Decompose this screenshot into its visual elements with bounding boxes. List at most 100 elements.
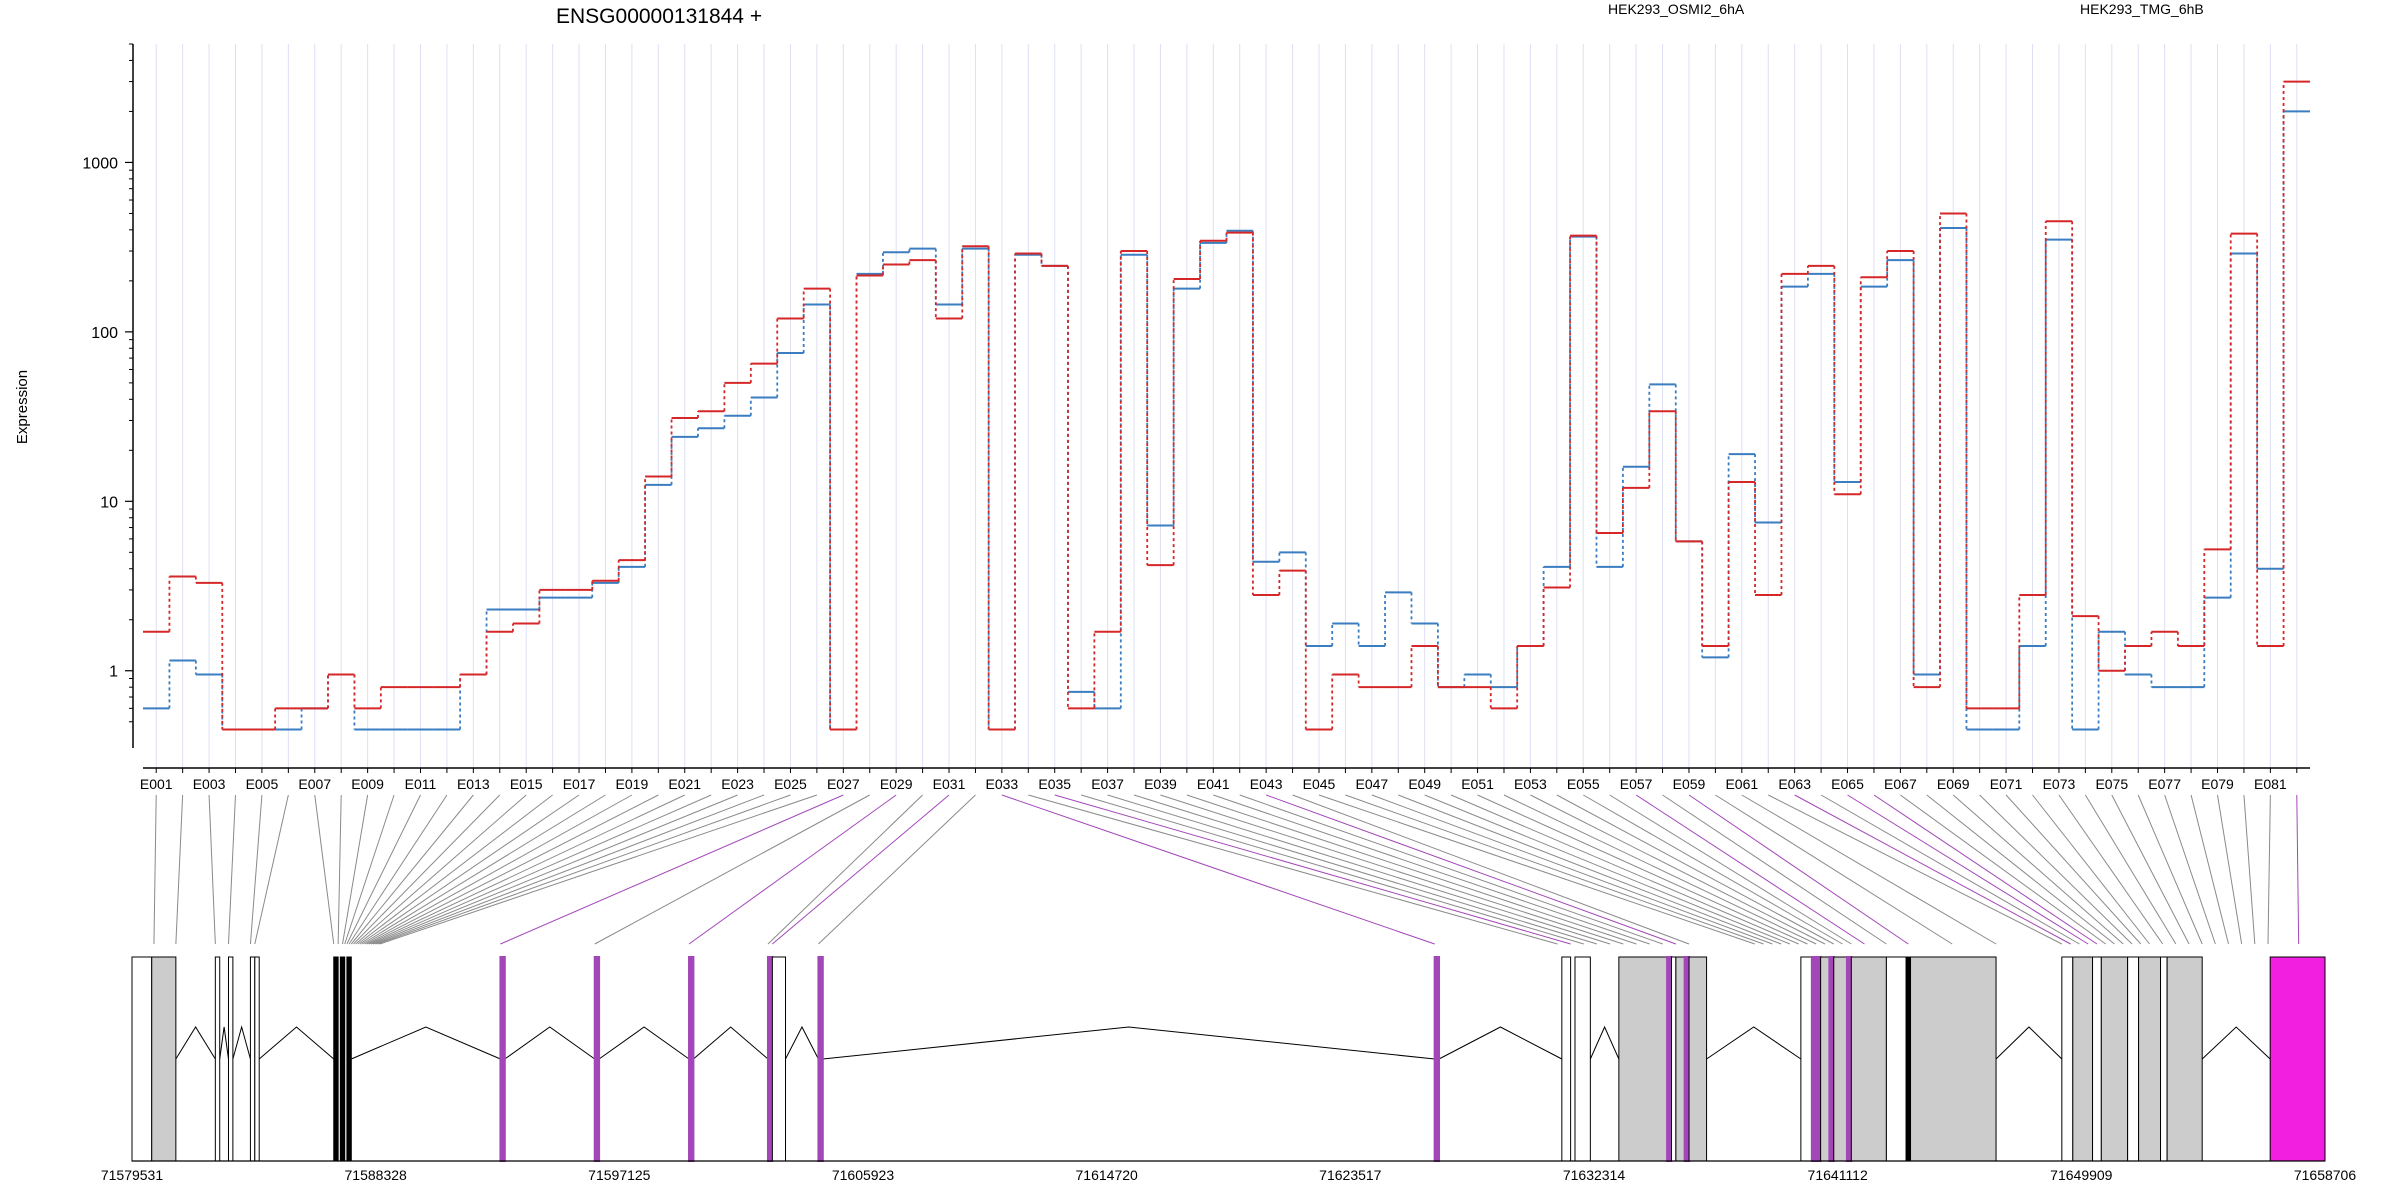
genomic-coordinate-labels: 71579531 71588328 71597125 71605923 71614720…: [101, 1167, 2357, 1183]
chart-title: ENSG00000131844 +: [556, 5, 762, 28]
exon-box: [1828, 956, 1835, 1162]
exon-connector: [342, 794, 369, 945]
exon-box: [817, 956, 824, 1162]
x-tick-label: E033: [986, 776, 1019, 792]
exon-box: [1910, 956, 1997, 1162]
exon-connector: [1530, 794, 1826, 945]
exon-connector: [2296, 794, 2300, 945]
legend-entry-series-a: HEK293_OSMI2_6hA: [1608, 1, 1745, 17]
intron-line: [1995, 1026, 2063, 1060]
exon-connector: [594, 794, 870, 945]
x-tick-label: E019: [616, 776, 649, 792]
exon-box: [1845, 956, 1853, 1162]
x-tick-label: E015: [510, 776, 543, 792]
exon-connector: [1794, 794, 2071, 945]
x-tick-label: E005: [246, 776, 279, 792]
exon-connector: [366, 794, 659, 945]
exon-box: [2138, 956, 2162, 1162]
x-tick-label: E067: [1884, 776, 1917, 792]
x-tick-label: E013: [457, 776, 490, 792]
exon-box: [1618, 956, 1668, 1162]
exon-box: [688, 956, 695, 1162]
exon-connector: [1635, 794, 1865, 945]
exon-connector: [688, 794, 897, 945]
exon-connector: [379, 794, 818, 945]
exon-box: [1688, 956, 1708, 1162]
exon-connector: [1952, 794, 2124, 945]
exon-connector: [1979, 794, 2133, 945]
x-tick-label: E041: [1197, 776, 1230, 792]
exon-connector: [2267, 794, 2271, 945]
exon-box: [214, 956, 221, 1162]
x-tick-label: E057: [1620, 776, 1653, 792]
x-tick-label: E081: [2254, 776, 2287, 792]
exon-connector: [153, 794, 157, 945]
exon-box: [333, 956, 339, 1162]
exon-box: [2269, 956, 2326, 1162]
x-tick-label: E031: [933, 776, 966, 792]
exon-box: [254, 956, 260, 1162]
x-tick-label: E021: [668, 776, 701, 792]
exon-box: [249, 956, 256, 1162]
y-tick-label: 10: [100, 494, 118, 511]
exon-box: [1833, 956, 1848, 1162]
exon-connector: [1054, 794, 1571, 945]
intron-line: [175, 1026, 216, 1060]
exon-box: [346, 956, 352, 1162]
x-tick-label: E075: [2095, 776, 2128, 792]
x-tick-label: E063: [1778, 776, 1811, 792]
exon-box: [227, 956, 234, 1162]
exon-connector: [1688, 794, 1909, 945]
exon-connector: [1001, 794, 1435, 945]
exon-box: [2061, 956, 2074, 1162]
exon-connector: [2137, 794, 2203, 945]
intron-line: [232, 1025, 251, 1060]
exon-box: [1574, 956, 1591, 1162]
exon-box: [2092, 956, 2102, 1162]
series-b: [143, 110, 2310, 731]
exon-connector: [2243, 794, 2256, 945]
x-tick-label: E025: [774, 776, 807, 792]
x-tick-label: E055: [1567, 776, 1600, 792]
exon-connector: [1847, 794, 2089, 945]
exon-connector: [767, 794, 923, 945]
exon-connector: [1345, 794, 1764, 945]
x-tick-label: E053: [1514, 776, 1547, 792]
exon-connector: [1424, 794, 1791, 945]
exon-connector: [175, 794, 184, 945]
x-tick-label: E059: [1673, 776, 1706, 792]
exon-box: [2100, 956, 2129, 1162]
exon-connector: [350, 794, 474, 945]
exon-box: [1820, 956, 1830, 1162]
exon-connector: [772, 794, 950, 945]
intron-line: [822, 1026, 1435, 1060]
exon-connector: [1715, 794, 1953, 945]
coordinate-label: 71641112: [1808, 1167, 1868, 1183]
x-tick-label: E011: [405, 776, 437, 792]
exon-connector: [357, 794, 553, 945]
intron-line: [504, 1026, 596, 1060]
exon-connector: [1292, 794, 1690, 945]
exon-connector: [346, 794, 421, 945]
x-tick-label: E001: [140, 776, 173, 792]
exon-box: [2127, 956, 2140, 1162]
intron-line: [1706, 1026, 1802, 1060]
exon-connector: [2111, 794, 2190, 945]
exon-connector: [1503, 794, 1817, 945]
exon-connector: [1028, 794, 1558, 945]
exon-connector: [249, 794, 263, 945]
x-tick-label: E047: [1355, 776, 1388, 792]
x-tick-label: E017: [563, 776, 596, 792]
exon-connector: [375, 794, 765, 945]
exon-connector: [1398, 794, 1782, 945]
x-tick-label: E043: [1250, 776, 1283, 792]
exon-connector: [1556, 794, 1835, 945]
exon-connector: [1265, 794, 1677, 945]
exon-connector: [2164, 794, 2216, 945]
exon-connector: [208, 794, 216, 945]
exon-box: [131, 956, 153, 1162]
intron-line: [351, 1026, 501, 1060]
exon-box: [1800, 956, 1813, 1162]
x-tick-label: E077: [2148, 776, 2181, 792]
exon-connector: [1239, 794, 1663, 945]
